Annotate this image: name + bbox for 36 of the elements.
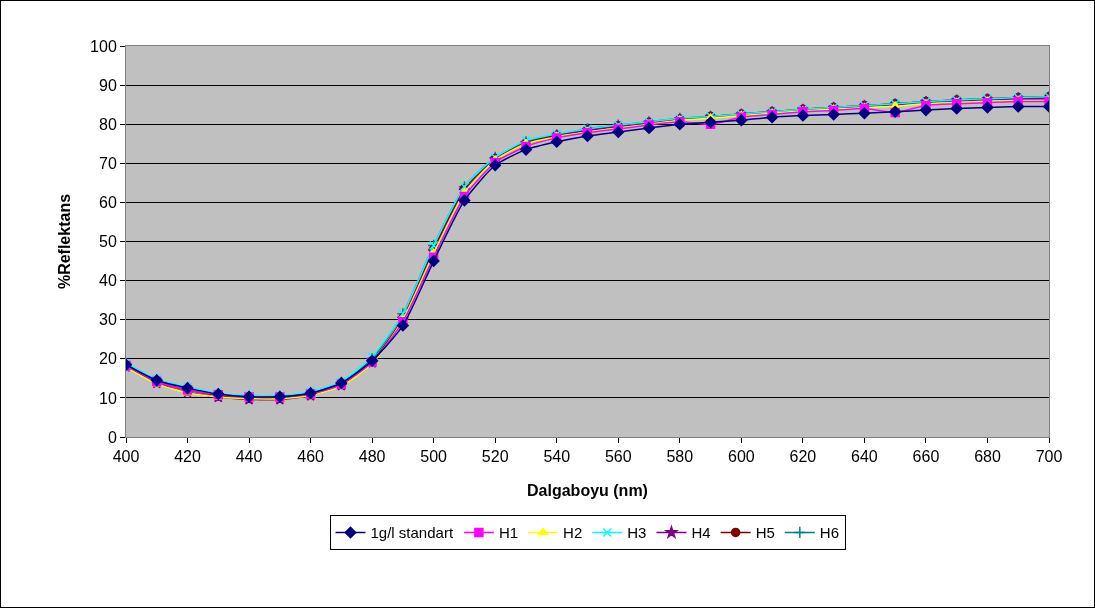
y-tick-label: 70 xyxy=(99,154,117,172)
x-tick-label: 700 xyxy=(1035,448,1063,466)
legend-label: H5 xyxy=(755,524,775,542)
y-tick-label: 10 xyxy=(99,389,117,407)
x-tick-label: 580 xyxy=(666,448,694,466)
x-tick-label: 480 xyxy=(358,448,386,466)
y-tick-label: 100 xyxy=(90,37,117,55)
y-tick-label: 80 xyxy=(99,115,117,133)
x-tick-label: 440 xyxy=(235,448,263,466)
x-tick-label: 460 xyxy=(297,448,325,466)
y-tick-label: 20 xyxy=(99,350,117,368)
y-axis-title: %Reflektans xyxy=(56,193,73,290)
legend-label: 1g/l standart xyxy=(370,524,454,542)
y-tick-label: 0 xyxy=(107,428,117,446)
legend-label: H2 xyxy=(563,524,583,542)
x-tick-label: 640 xyxy=(851,448,878,466)
x-tick-label: 500 xyxy=(420,448,448,466)
x-tick-label: 600 xyxy=(727,448,755,466)
x-tick-label: 680 xyxy=(974,448,1001,466)
x-tick-label: 400 xyxy=(112,448,140,466)
x-tick-label: 420 xyxy=(174,448,201,466)
legend-label: H1 xyxy=(498,524,519,542)
y-tick-label: 40 xyxy=(99,272,117,290)
legend-label: H6 xyxy=(819,524,840,542)
x-tick-label: 540 xyxy=(543,448,571,466)
x-axis-title: Dalgaboyu (nm) xyxy=(527,481,648,499)
x-tick-label: 560 xyxy=(604,448,632,466)
legend-label: H4 xyxy=(691,524,711,542)
x-tick-label: 660 xyxy=(912,448,940,466)
y-tick-label: 30 xyxy=(99,311,117,329)
y-tick-label: 90 xyxy=(99,76,117,94)
x-tick-label: 620 xyxy=(789,448,817,466)
y-tick-label: 50 xyxy=(99,233,117,251)
x-tick-label: 520 xyxy=(481,448,509,466)
legend-label: H3 xyxy=(627,524,647,542)
y-tick-label: 60 xyxy=(99,194,117,211)
